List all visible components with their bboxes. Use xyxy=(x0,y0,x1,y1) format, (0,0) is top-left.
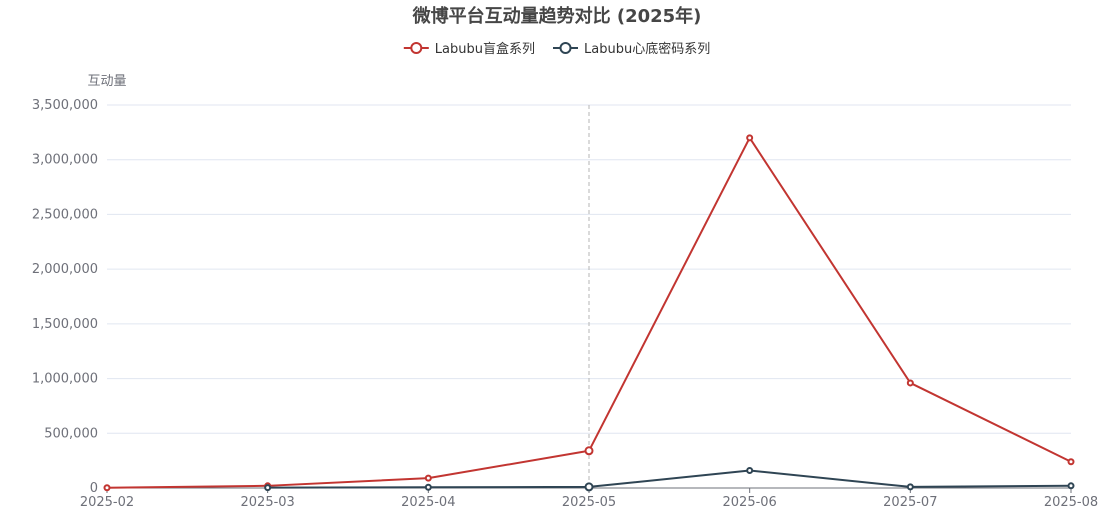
data-point[interactable] xyxy=(906,483,914,491)
y-axis-label: 互动量 xyxy=(87,74,126,89)
x-tick-label: 2025-03 xyxy=(241,495,295,510)
x-tick-label: 2025-07 xyxy=(883,495,937,510)
x-tick-label: 2025-08 xyxy=(1044,495,1098,510)
x-tick-label: 2025-05 xyxy=(562,495,616,510)
x-axis: 2025-02 2025-03 2025-04 2025-05 2025-06 2025-… xyxy=(80,488,1098,510)
y-tick-label: 2,500,000 xyxy=(32,207,98,222)
data-point[interactable] xyxy=(746,134,754,142)
y-tick-label: 1,500,000 xyxy=(32,317,98,332)
data-point[interactable] xyxy=(584,482,594,492)
data-point[interactable] xyxy=(103,484,111,492)
data-point[interactable] xyxy=(264,484,272,492)
legend-item[interactable]: Labubu盲盒系列 xyxy=(403,41,535,57)
legend-marker-icon xyxy=(559,42,572,54)
legend-item[interactable]: Labubu心底密码系列 xyxy=(553,41,710,57)
series-2 xyxy=(264,466,1075,492)
data-point[interactable] xyxy=(424,483,432,491)
chart-title: 微博平台互动量趋势对比 (2025年) xyxy=(412,5,702,27)
data-point[interactable] xyxy=(424,474,432,482)
legend-marker-icon xyxy=(410,42,423,54)
x-tick-label: 2025-04 xyxy=(401,495,455,510)
data-point[interactable] xyxy=(746,466,754,474)
legend-label: Labubu心底密码系列 xyxy=(584,41,710,57)
y-axis-ticks: 0 500,000 1,000,000 1,500,000 2,000,000 2,500… xyxy=(32,98,98,496)
data-point[interactable] xyxy=(906,379,914,387)
y-tick-label: 0 xyxy=(90,481,98,496)
y-tick-label: 3,000,000 xyxy=(32,153,98,168)
data-point[interactable] xyxy=(1067,482,1075,490)
y-tick-label: 500,000 xyxy=(44,426,98,441)
y-tick-label: 1,000,000 xyxy=(32,372,98,387)
y-tick-label: 2,000,000 xyxy=(32,262,98,277)
x-tick-label: 2025-02 xyxy=(80,495,134,510)
x-tick-label: 2025-06 xyxy=(723,495,777,510)
data-point[interactable] xyxy=(584,446,594,456)
series-layer xyxy=(103,134,1075,492)
legend-label: Labubu盲盒系列 xyxy=(435,41,535,57)
data-point[interactable] xyxy=(1067,458,1075,466)
series-line xyxy=(267,469,1072,489)
y-tick-label: 3,500,000 xyxy=(32,98,98,113)
legend[interactable]: Labubu盲盒系列 Labubu心底密码系列 xyxy=(403,41,710,57)
